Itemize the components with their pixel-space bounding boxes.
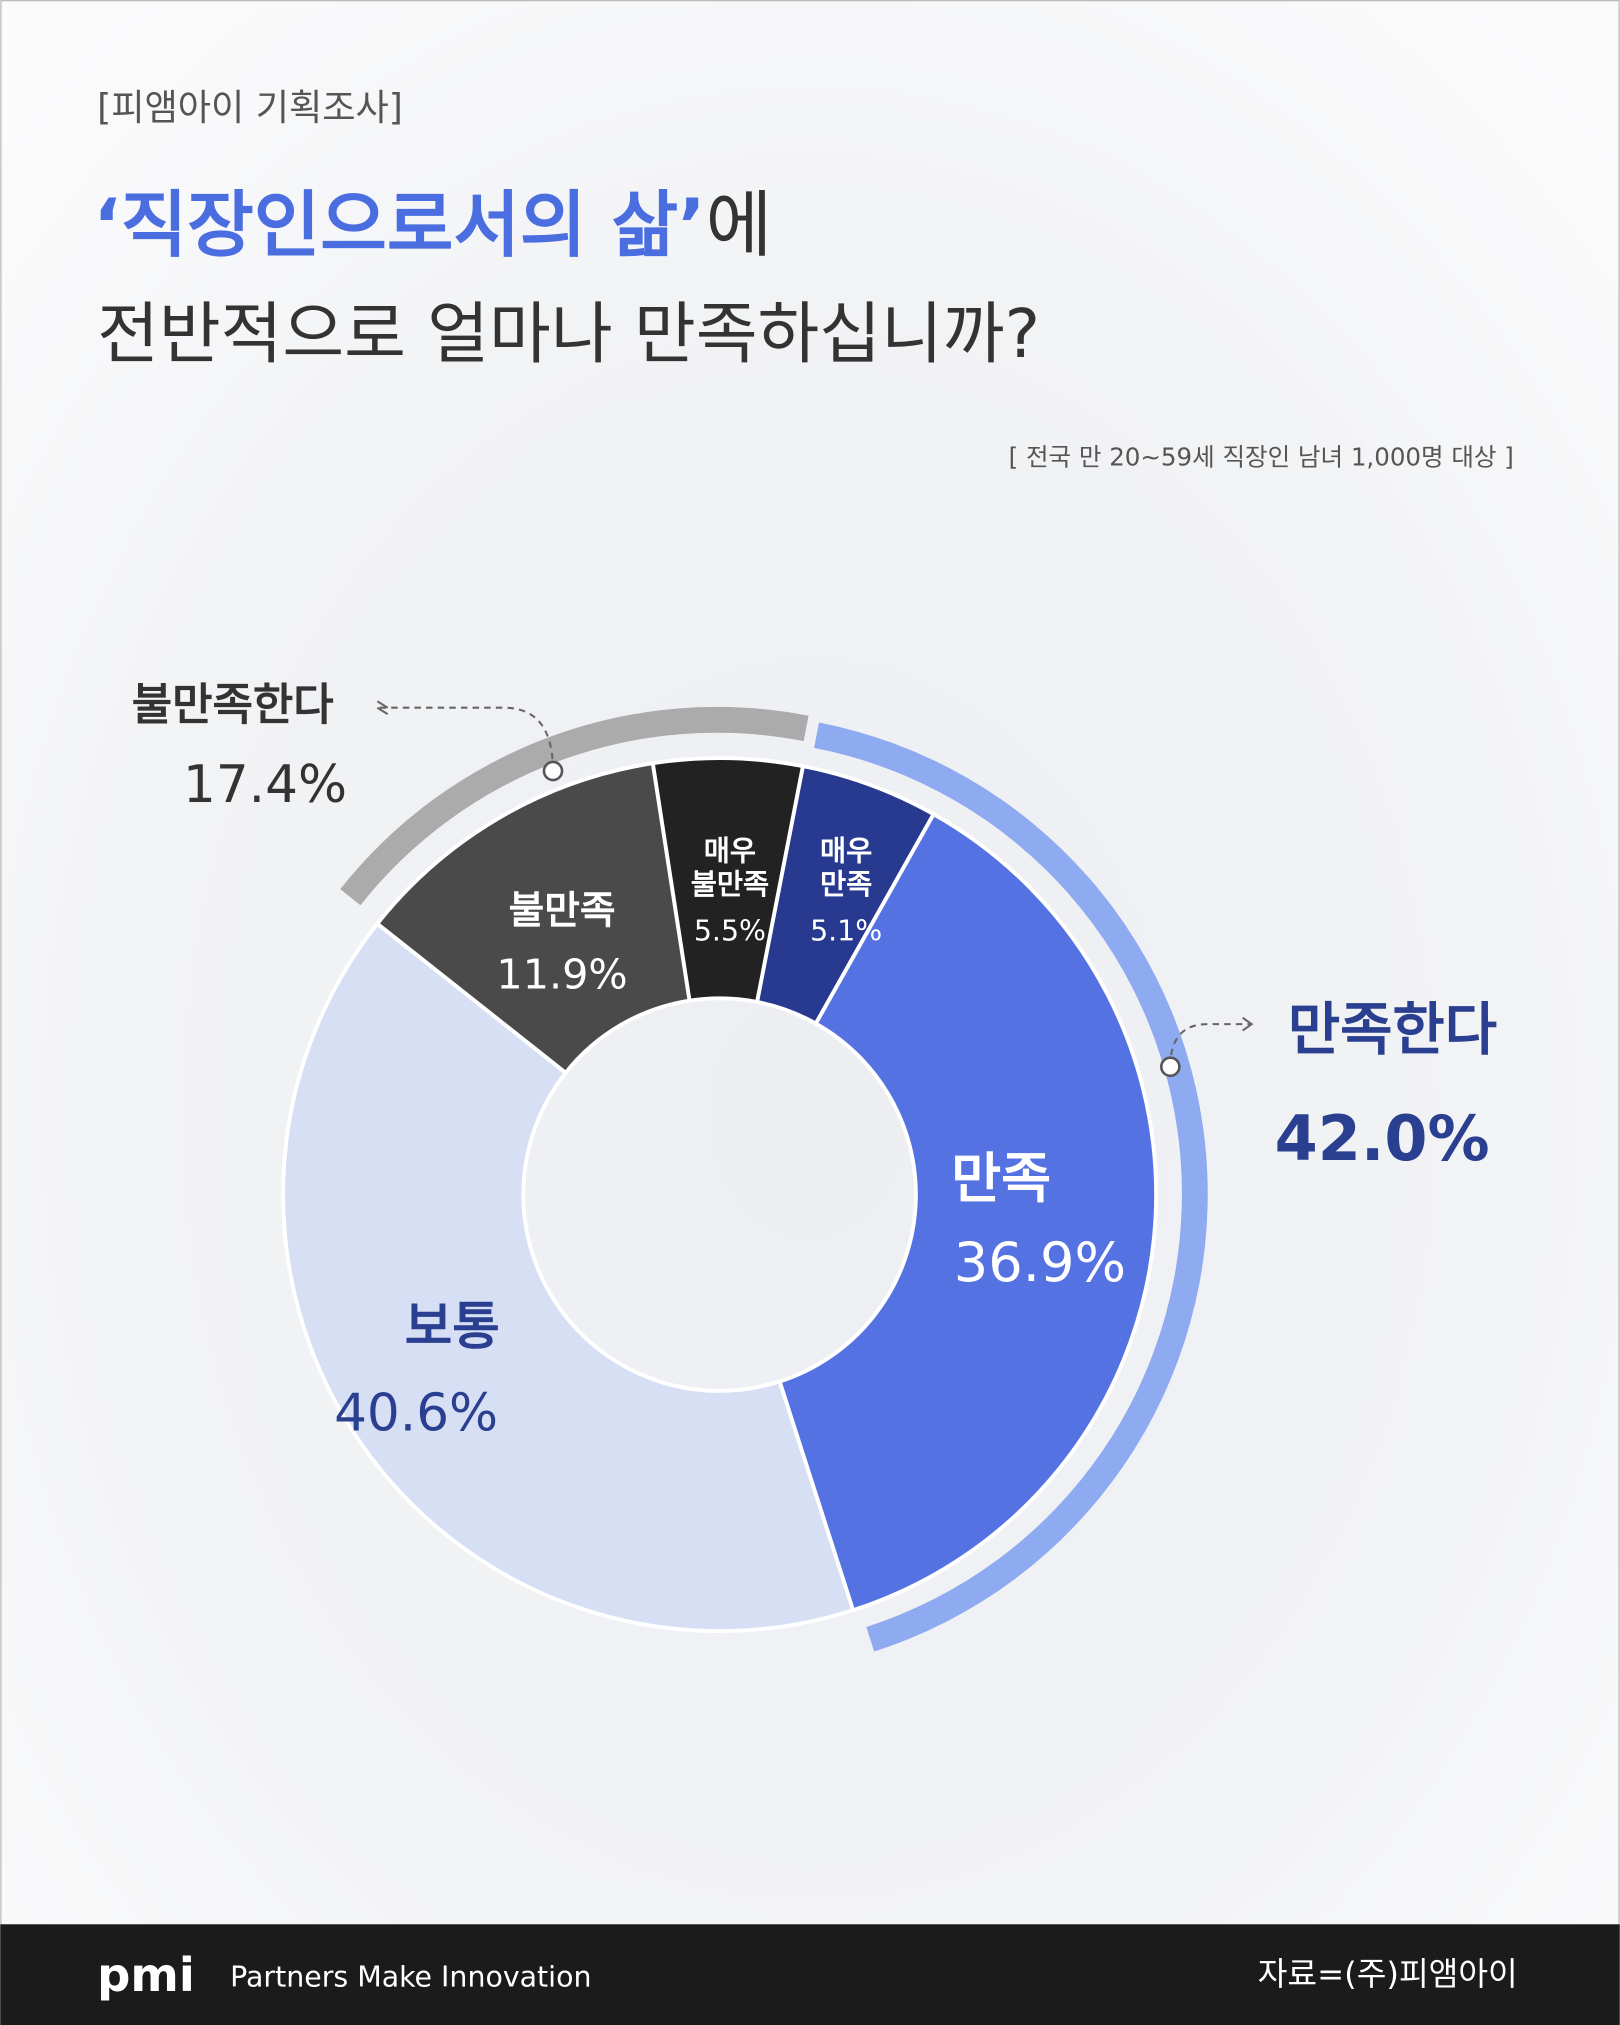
slice [281, 920, 856, 1634]
slice [777, 811, 1159, 1613]
connector [377, 706, 555, 771]
title-line2: 전반적으로 얼마나 만족하십니까? [97, 295, 1040, 373]
slogan: Partners Make Innovation [230, 1961, 591, 1994]
arrow-head [1242, 1016, 1254, 1032]
slice-name: 매우 [704, 834, 756, 867]
slice-value: 5.5% [694, 914, 766, 947]
slice-value: 11.9% [496, 951, 627, 999]
slice [650, 756, 806, 1005]
slice-value: 5.1% [810, 914, 882, 947]
group-value: 42.0% [1275, 1102, 1490, 1175]
tag: [피앰아이 기획조사] [97, 86, 403, 129]
slice-name: 불만족 [691, 868, 769, 901]
slice-name: 만족 [951, 1147, 1051, 1210]
slice-value: 40.6% [334, 1384, 498, 1444]
connector-dot [1159, 1056, 1181, 1078]
donut-chart: 매우만족5.1%만족36.9%보통40.6%불만족11.9%매우불만족5.5%만… [132, 680, 1497, 1652]
logo: pmi [97, 1948, 195, 2002]
connector [1169, 1023, 1251, 1067]
group-ring [340, 706, 809, 906]
slice-name: 만족 [820, 868, 872, 901]
footer-bar [0, 1924, 1620, 2025]
slice-name: 매우 [820, 834, 872, 867]
title-rest: 에 [706, 184, 773, 268]
slice-name: 불만족 [509, 889, 616, 934]
connector-dot [542, 760, 564, 782]
title-highlight: ‘직장인으로서의 삶’ [93, 184, 705, 268]
slice [374, 761, 692, 1076]
subtitle: [ 전국 만 20~59세 직장인 남녀 1,000명 대상 ] [1009, 442, 1514, 471]
group-value: 17.4% [183, 755, 347, 815]
group-name: 불만족한다 [132, 680, 334, 731]
title-line1: ‘직장인으로서의 삶’에 [93, 184, 772, 268]
slice-value: 36.9% [954, 1231, 1126, 1294]
slice-name: 보통 [405, 1297, 500, 1357]
arrow-head [376, 700, 389, 716]
group-name: 만족한다 [1288, 997, 1497, 1063]
source: 자료=(주)피앰아이 [1258, 1955, 1518, 1993]
